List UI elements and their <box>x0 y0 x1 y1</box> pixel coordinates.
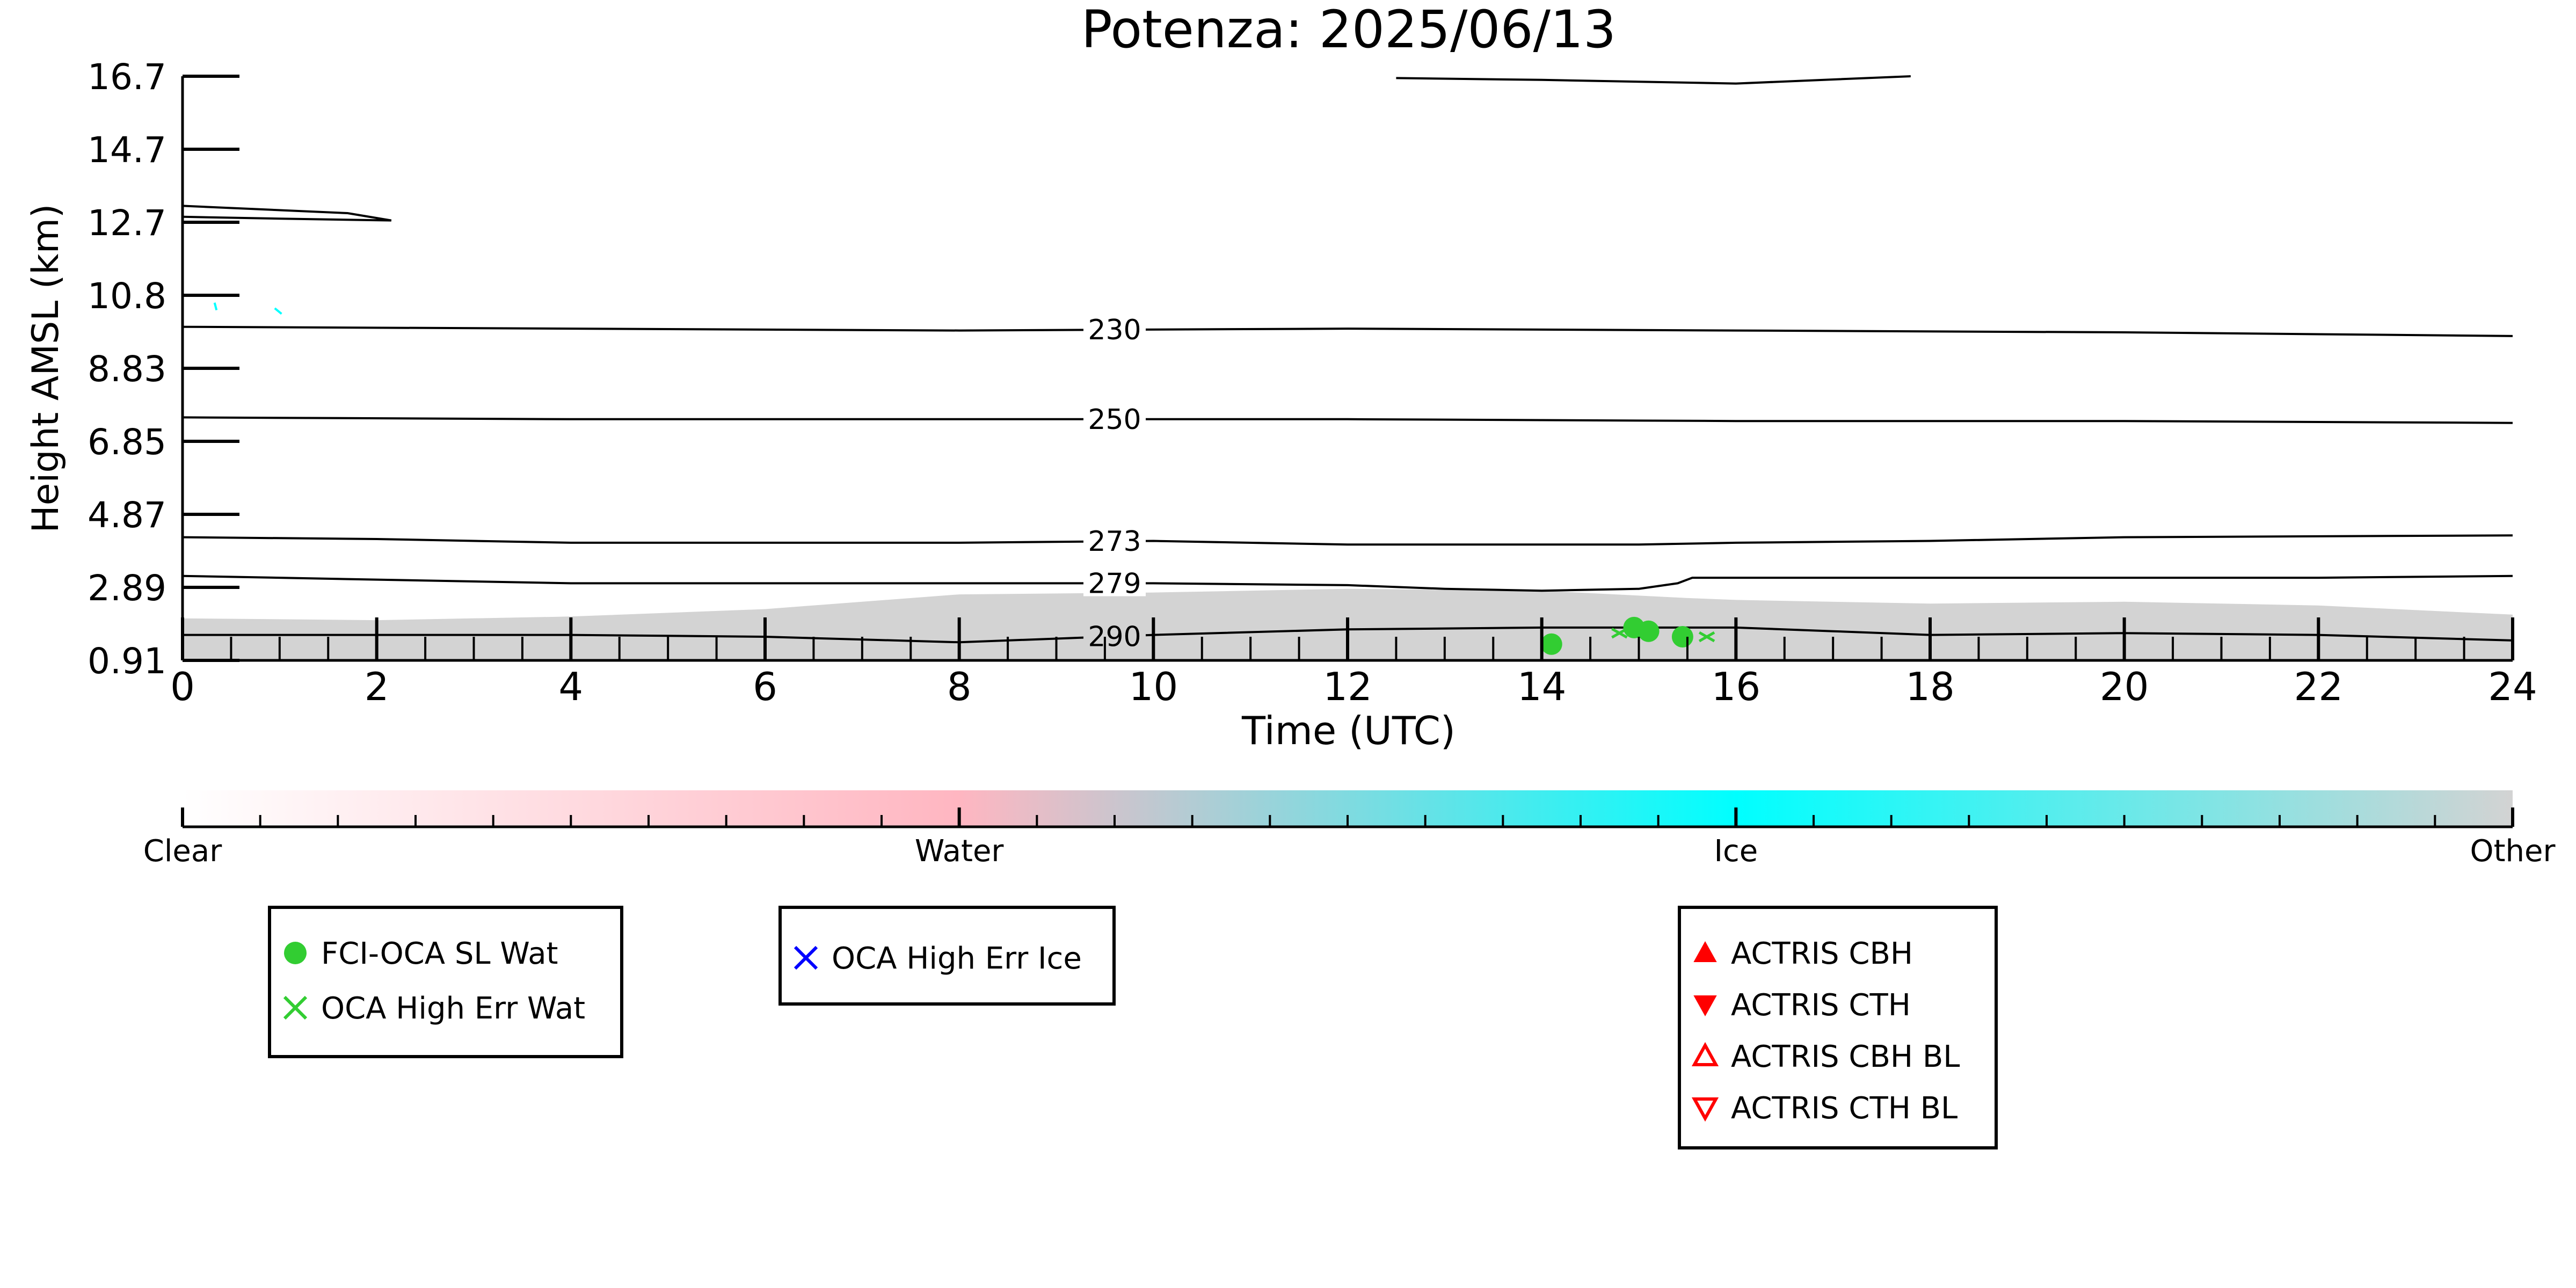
x-tick-label: 4 <box>558 664 583 709</box>
legend-marker-circle <box>284 942 307 964</box>
marker-fci-oca-sl-wat-0 <box>1540 633 1562 655</box>
contour-label-290: 290 <box>1088 621 1141 653</box>
legend-marker-triangle-up <box>1693 941 1717 962</box>
y-tick-label: 0.91 <box>88 641 166 682</box>
legend-frame <box>778 906 1116 1006</box>
ice-speck-1 <box>274 307 282 315</box>
contour-line-290 <box>183 626 2513 644</box>
contour-line-250 <box>182 416 2513 424</box>
marker-fci-oca-sl-wat-3 <box>1671 626 1693 648</box>
contour-label-279: 279 <box>1088 567 1141 600</box>
y-tick-label: 14.7 <box>88 129 166 171</box>
contour-line-279 <box>182 574 2513 592</box>
legend-entry-label: ACTRIS CBH BL <box>1731 1039 1960 1074</box>
legend-marker-triangle-up-open <box>1691 1042 1719 1066</box>
ice-speck-0 <box>213 302 218 311</box>
y-tick-label: 6.85 <box>88 421 166 463</box>
colorbar-label-ice: Ice <box>1714 834 1758 869</box>
legend-marker-triangle-down <box>1693 995 1717 1017</box>
y-tick-label: 2.89 <box>88 567 166 609</box>
legend-entry-label: OCA High Err Ice <box>832 941 1082 976</box>
x-tick-label: 16 <box>1712 664 1761 709</box>
y-tick-label: 10.8 <box>88 275 166 317</box>
y-tick-label: 16.7 <box>88 56 166 98</box>
colorbar-label-clear: Clear <box>143 834 222 869</box>
x-tick-label: 24 <box>2488 664 2537 709</box>
legend-entry-label: FCI-OCA SL Wat <box>321 936 558 971</box>
x-axis-label: Time (UTC) <box>1241 708 1456 753</box>
y-tick-label: 12.7 <box>88 202 166 244</box>
legend-frame <box>1678 906 1998 1149</box>
x-tick-label: 22 <box>2294 664 2344 709</box>
contour-label-230: 230 <box>1088 314 1141 346</box>
x-tick-label: 14 <box>1517 664 1567 709</box>
contour-line-273 <box>182 534 2513 546</box>
x-tick-label: 10 <box>1129 664 1178 709</box>
x-tick-label: 0 <box>170 664 195 709</box>
x-tick-label: 8 <box>947 664 972 709</box>
contour-label-knockout-fill <box>1083 623 1146 650</box>
legend-entry-label: ACTRIS CBH <box>1731 936 1913 971</box>
contour-label-knockout-fill <box>1083 406 1146 432</box>
contour-label-273: 273 <box>1088 526 1141 558</box>
x-tick-label: 12 <box>1323 664 1372 709</box>
contour-label-knockout-fill <box>1083 528 1146 555</box>
legend-frame <box>268 906 623 1058</box>
legend-marker-x <box>794 945 818 970</box>
legend-entry-label: OCA High Err Wat <box>321 991 585 1026</box>
contour-label-250: 250 <box>1088 404 1141 436</box>
colorbar-label-other: Other <box>2470 834 2556 869</box>
legends: FCI-OCA SL Wat OCA High Err Wat OCA High E… <box>268 906 1998 1149</box>
marker-oca-high-err-wat-1 <box>1698 631 1715 643</box>
y-axis-label: Height AMSL (km) <box>25 204 67 533</box>
contour-line-5 <box>1396 75 1911 85</box>
marker-oca-high-err-wat-0 <box>1611 628 1628 639</box>
legend-marker-triangle-down-open <box>1691 1097 1719 1122</box>
chart-title: Potenza: 2025/06/13 <box>1081 0 1616 60</box>
legend-box-3: ACTRIS CBH ACTRIS CTH ACTRIS CBH BL ACTRIS … <box>1678 906 1998 1149</box>
contour-line-230 <box>182 325 2513 337</box>
x-tick-label: 20 <box>2100 664 2149 709</box>
x-tick-label: 2 <box>365 664 389 709</box>
x-stroke <box>1698 631 1715 643</box>
x-stroke <box>1611 628 1628 639</box>
contour-label-knockout-fill <box>1083 570 1146 596</box>
legend-entry-label: ACTRIS CTH BL <box>1731 1091 1958 1126</box>
legend-box-1: FCI-OCA SL Wat OCA High Err Wat <box>268 906 623 1058</box>
contour-line-6 <box>182 205 392 222</box>
y-tick-label: 8.83 <box>88 348 166 390</box>
x-tick-label: 6 <box>753 664 777 709</box>
legend-marker-x <box>283 995 308 1020</box>
colorbar-label-water: Water <box>915 834 1005 869</box>
legend-entry-label: ACTRIS CTH <box>1731 988 1911 1023</box>
y-tick-label: 4.87 <box>88 494 166 536</box>
colorbar: Clear Water Ice Other <box>143 790 2556 869</box>
legend-box-2: OCA High Err Ice <box>778 906 1116 1006</box>
contour-label-knockout-fill <box>1083 317 1146 343</box>
marker-fci-oca-sl-wat-2 <box>1638 620 1660 642</box>
x-tick-label: 18 <box>1905 664 1955 709</box>
plot-area: 230 250 273 279 290 0.91 2.89 4.87 6.85 8.83 10.8 1… <box>88 56 2537 709</box>
